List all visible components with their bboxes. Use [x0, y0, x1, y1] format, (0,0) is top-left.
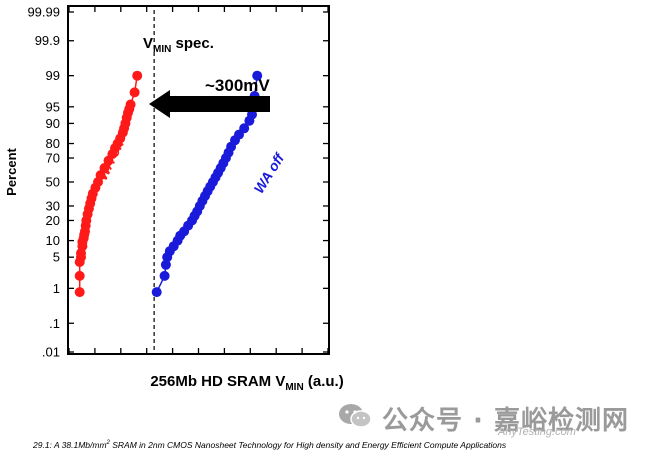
data-point: [132, 70, 143, 81]
y-axis-label: Percent: [4, 147, 19, 195]
x-axis-label: 256Mb HD SRAM VMIN (a.u.): [150, 373, 343, 393]
y-tick-label: 70: [46, 151, 60, 166]
y-tick-label: 99.9: [35, 33, 60, 48]
spec-tail: spec.: [171, 35, 214, 52]
series-layer: [74, 70, 263, 298]
data-point: [125, 99, 136, 110]
data-point: [74, 287, 85, 298]
caption-rest: SRAM in 2nm CMOS Nanosheet Technology fo…: [109, 440, 507, 450]
caption-sup: 2: [106, 440, 110, 447]
y-tick-label: 10: [46, 233, 60, 248]
series-wa-on: [74, 70, 143, 298]
series-wa-off: [151, 70, 263, 298]
xlabel-sub: MIN: [285, 382, 303, 393]
y-tick-label: 95: [46, 99, 60, 114]
figure-caption: 29.1: A 38.1Mb/mm2 SRAM in 2nm CMOS Nano…: [33, 440, 643, 450]
watermark-subtext: AnyTesting.com: [498, 426, 576, 438]
vmin-spec-annotation: VMIN spec.: [143, 35, 214, 55]
y-tick-label: 20: [46, 213, 60, 228]
x-ticks: [68, 6, 329, 354]
y-tick-label: 99: [46, 68, 60, 83]
data-point: [159, 270, 170, 281]
spec-main: V: [143, 35, 153, 52]
data-point: [252, 70, 263, 81]
data-point: [129, 87, 140, 98]
series-label-wa-on: WA on: [94, 137, 127, 183]
spec-sub: MIN: [153, 44, 171, 55]
wechat-icon: [339, 404, 372, 428]
data-point: [239, 123, 250, 134]
y-tick-label: 50: [46, 175, 60, 190]
y-ticks: [68, 11, 329, 353]
y-tick-label: 30: [46, 198, 60, 213]
y-tick-label: 90: [46, 116, 60, 131]
y-tick-label: 1: [53, 281, 60, 296]
shift-annotation: ~300mV: [205, 76, 270, 95]
data-point: [151, 287, 162, 298]
y-tick-label: .1: [49, 316, 60, 331]
series-label-wa-off: WA off: [250, 150, 287, 197]
caption-prefix: 29.1: A 38.1Mb/mm: [33, 440, 107, 450]
watermark: 公众号 · 嘉峪检测网 AnyTesting.com: [338, 398, 648, 438]
xlabel-tail: (a.u.): [304, 373, 344, 390]
y-tick-label: .01: [42, 345, 60, 360]
y-tick-label: 80: [46, 136, 60, 151]
watermark-text: 公众号 · 嘉峪检测网: [382, 406, 629, 436]
xlabel-main: 256Mb HD SRAM V: [150, 373, 285, 390]
y-tick-label: 99.99: [27, 5, 60, 20]
data-point: [99, 163, 110, 173]
y-tick-label: 5: [53, 250, 60, 265]
shift-arrow: [149, 90, 270, 118]
data-point: [74, 270, 85, 281]
data-point: [160, 259, 171, 270]
